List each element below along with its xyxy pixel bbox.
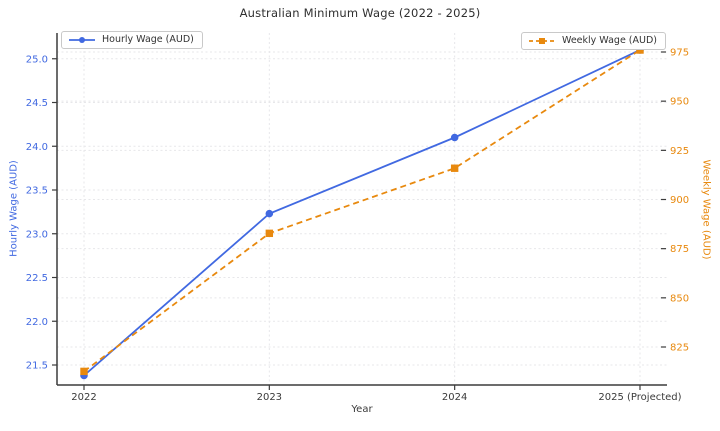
x-tick-label: 2023 — [257, 392, 282, 403]
chart-title: Australian Minimum Wage (2022 - 2025) — [239, 6, 481, 20]
weekly-swatch-marker — [539, 38, 545, 44]
weekly-series-swatch — [529, 38, 555, 44]
right-tick-label: 900 — [670, 195, 689, 206]
x-tick-label: 2024 — [442, 392, 467, 403]
right-tick-label: 825 — [670, 343, 689, 354]
left-tick-label: 24.5 — [26, 98, 48, 109]
legend-weekly-label: Weekly Wage (AUD) — [562, 35, 657, 47]
data-point-weekly — [450, 164, 459, 172]
data-point-weekly — [80, 367, 88, 376]
series-line-weekly — [83, 49, 641, 373]
x-tick-label: 2022 — [71, 392, 96, 403]
left-axis-label: Hourly Wage (AUD) — [8, 160, 20, 257]
legend-hourly: Hourly Wage (AUD) — [61, 31, 203, 49]
right-tick-label: 975 — [670, 48, 689, 59]
hourly-swatch-marker — [79, 37, 85, 43]
left-tick-label: 23.5 — [26, 186, 48, 197]
data-point-weekly — [265, 229, 274, 238]
right-tick-label: 925 — [670, 146, 689, 157]
right-tick-label: 875 — [670, 244, 689, 255]
left-tick-label: 21.5 — [26, 361, 48, 372]
legend-weekly: Weekly Wage (AUD) — [521, 32, 666, 50]
right-tick-label: 950 — [670, 97, 689, 108]
x-tick-label: 2025 (Projected) — [598, 392, 681, 403]
legend-hourly-label: Hourly Wage (AUD) — [102, 34, 194, 46]
left-tick-label: 25.0 — [26, 54, 48, 65]
x-axis-label: Year — [351, 404, 373, 415]
left-tick-label: 22.5 — [26, 273, 48, 284]
right-axis-label: Weekly Wage (AUD) — [700, 159, 712, 260]
data-point-hourly — [265, 209, 274, 218]
data-point-hourly — [450, 133, 459, 142]
left-tick-label: 24.0 — [26, 142, 48, 153]
right-tick-label: 850 — [670, 293, 689, 304]
left-tick-label: 22.0 — [26, 317, 48, 328]
left-tick-label: 23.0 — [26, 229, 48, 240]
hourly-series-swatch — [69, 37, 95, 43]
series-line-hourly — [83, 49, 641, 377]
